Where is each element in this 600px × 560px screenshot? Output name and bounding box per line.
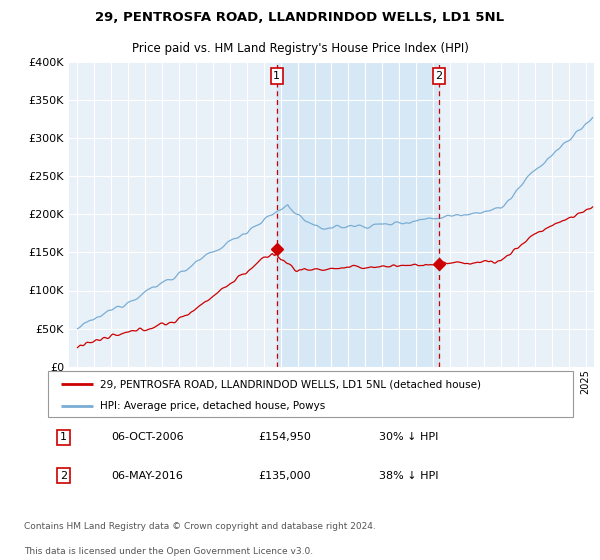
Text: 29, PENTROSFA ROAD, LLANDRINDOD WELLS, LD1 5NL (detached house): 29, PENTROSFA ROAD, LLANDRINDOD WELLS, L… xyxy=(101,379,482,389)
Text: Price paid vs. HM Land Registry's House Price Index (HPI): Price paid vs. HM Land Registry's House … xyxy=(131,42,469,55)
Bar xyxy=(277,62,439,367)
Text: 38% ↓ HPI: 38% ↓ HPI xyxy=(379,470,438,480)
Text: 2: 2 xyxy=(60,470,67,480)
Text: 06-MAY-2016: 06-MAY-2016 xyxy=(111,470,183,480)
FancyBboxPatch shape xyxy=(48,371,573,417)
Text: This data is licensed under the Open Government Licence v3.0.: This data is licensed under the Open Gov… xyxy=(24,547,313,556)
Text: 30% ↓ HPI: 30% ↓ HPI xyxy=(379,432,438,442)
Text: Contains HM Land Registry data © Crown copyright and database right 2024.: Contains HM Land Registry data © Crown c… xyxy=(24,522,376,531)
Text: HPI: Average price, detached house, Powys: HPI: Average price, detached house, Powy… xyxy=(101,401,326,410)
Text: 06-OCT-2006: 06-OCT-2006 xyxy=(111,432,184,442)
Text: £135,000: £135,000 xyxy=(258,470,311,480)
Text: 1: 1 xyxy=(60,432,67,442)
Text: 2: 2 xyxy=(436,71,443,81)
Text: £154,950: £154,950 xyxy=(258,432,311,442)
Text: 1: 1 xyxy=(273,71,280,81)
Text: 29, PENTROSFA ROAD, LLANDRINDOD WELLS, LD1 5NL: 29, PENTROSFA ROAD, LLANDRINDOD WELLS, L… xyxy=(95,11,505,24)
